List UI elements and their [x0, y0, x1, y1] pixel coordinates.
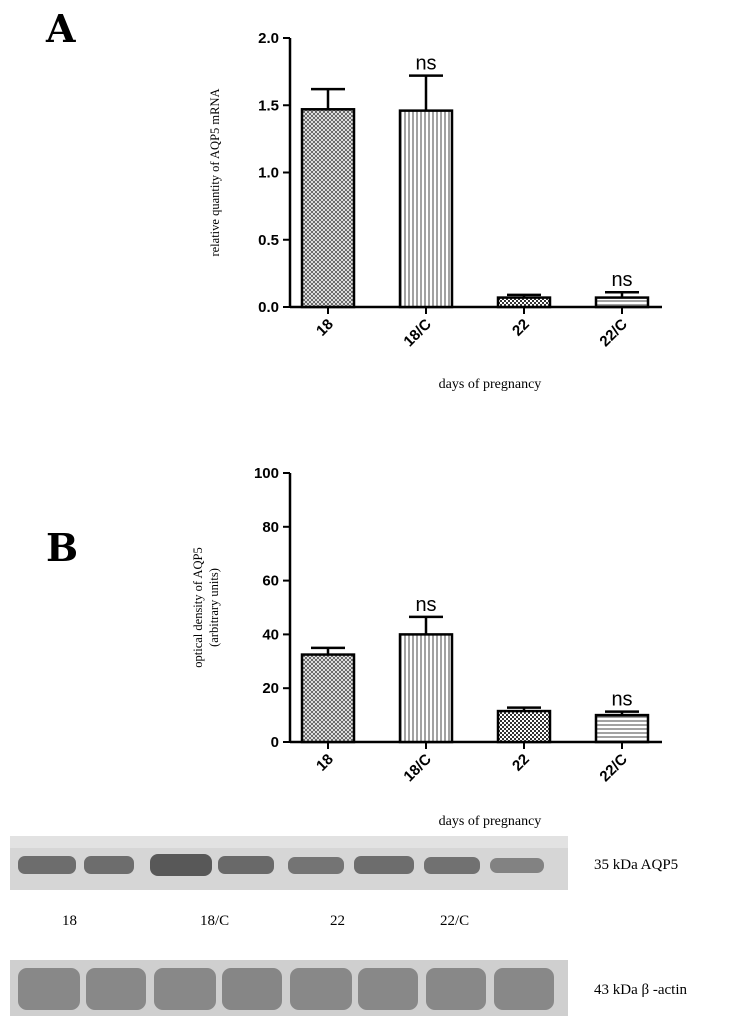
chart-b-ytick-label: 0 [271, 734, 279, 751]
chart-b-ns-annotation: ns [611, 689, 632, 711]
blot-actin-strip [10, 960, 568, 1016]
chart-b-ytick-label: 100 [254, 465, 279, 482]
chart-a-ns-annotation: ns [415, 53, 436, 75]
chart-a: 0.0 0.5 1.0 1.5 2.0 18 18/C ns 22 22/C ns relative … [208, 30, 662, 392]
blot-aqp5-label: 35 kDa AQP5 [594, 857, 678, 873]
chart-a-ns-annotation: ns [611, 269, 632, 291]
chart-b-category-label: 22 [509, 751, 533, 775]
chart-b-ytick-label: 80 [262, 519, 279, 536]
lane-label-18: 18 [62, 913, 77, 929]
chart-b-ylabel: optical density of AQP5 [191, 547, 205, 667]
chart-b-ytick-label: 20 [262, 680, 279, 697]
chart-b-category-label: 18 [313, 751, 337, 775]
blot-aqp5-strip [10, 836, 568, 890]
chart-b-category-label: 18/C [400, 751, 435, 786]
chart-a-category-label: 18/C [400, 316, 435, 351]
chart-b-category-label: 22/C [596, 751, 631, 786]
chart-a-category-label: 18 [313, 316, 337, 340]
lane-label-22: 22 [330, 913, 345, 929]
chart-a-bar [594, 296, 650, 309]
chart-a-category-label: 22 [509, 316, 533, 340]
chart-a-category-label: 22/C [596, 316, 631, 351]
lane-label-22c: 22/C [440, 913, 469, 929]
chart-a-ytick-label: 1.5 [258, 97, 279, 114]
chart-a-ytick-label: 2.0 [258, 30, 279, 47]
chart-b-xlabel: days of pregnancy [439, 814, 542, 829]
chart-a-ytick-label: 0.0 [258, 299, 279, 316]
chart-b-ns-annotation: ns [415, 594, 436, 616]
chart-b-ylabel-units: (arbitrary units) [207, 568, 221, 647]
chart-a-bar [398, 109, 454, 309]
chart-b-ytick-label: 40 [262, 626, 279, 643]
panel-b-letter: B [46, 525, 79, 570]
chart-a-bar [300, 108, 356, 309]
chart-b-ytick-label: 60 [262, 573, 279, 590]
chart-b-bar [398, 633, 454, 744]
chart-a-ylabel: relative quantity of AQP5 mRNA [208, 88, 222, 256]
chart-b-bar [496, 709, 552, 744]
panel-a-letter: A [46, 6, 76, 51]
blot-actin-label: 43 kDa β -actin [594, 982, 688, 998]
lane-label-18c: 18/C [200, 913, 229, 929]
chart-a-ytick-label: 1.0 [258, 165, 279, 182]
chart-b-bar [594, 713, 650, 744]
chart-b: 0 20 40 60 80 100 18 18/C ns 22 22/C ns optical dens… [191, 465, 662, 829]
chart-a-ytick-label: 0.5 [258, 232, 279, 249]
chart-a-bar [496, 296, 552, 309]
chart-b-bar [300, 653, 356, 744]
chart-a-xlabel: days of pregnancy [439, 377, 542, 392]
